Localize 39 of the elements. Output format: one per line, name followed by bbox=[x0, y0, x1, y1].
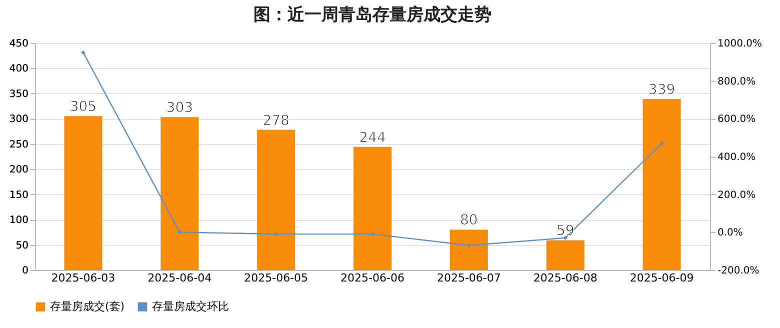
y2-tick-label: 800.0% bbox=[718, 76, 756, 88]
y-tick-label: 50 bbox=[16, 240, 28, 252]
y2-tick-label: 400.0% bbox=[718, 152, 756, 163]
y-tick-label: 100 bbox=[9, 215, 28, 226]
x-tick-label: 2025-06-05 bbox=[244, 272, 308, 284]
y-tick-label: 250 bbox=[9, 139, 28, 150]
y2-tick-label: 600.0% bbox=[718, 114, 756, 126]
y2-tick-label: -200.0% bbox=[718, 266, 760, 276]
legend-label: 存量房成交环比 bbox=[152, 300, 229, 313]
data-label: 244 bbox=[359, 130, 386, 146]
y-tick-label: 300 bbox=[9, 114, 28, 126]
y2-tick-label: 200.0% bbox=[718, 190, 756, 201]
legend-label: 存量房成交(套) bbox=[50, 300, 125, 313]
x-tick-label: 2025-06-08 bbox=[533, 272, 598, 284]
x-tick-label: 2025-06-09 bbox=[630, 272, 694, 284]
point bbox=[563, 236, 568, 240]
point bbox=[466, 243, 472, 248]
bar bbox=[64, 116, 102, 270]
x-tick-label: 2025-06-03 bbox=[51, 272, 116, 284]
point bbox=[660, 141, 664, 146]
bar bbox=[642, 98, 681, 270]
bar bbox=[160, 117, 199, 270]
y-tick-label: 0 bbox=[22, 266, 28, 276]
y-tick-label: 450 bbox=[9, 38, 28, 50]
x-tick-label: 2025-06-04 bbox=[148, 272, 212, 284]
x-tick-label: 2025-06-06 bbox=[340, 272, 404, 284]
chart-title: 图：近一周青岛存量房成交走势 bbox=[254, 5, 492, 25]
bar bbox=[257, 130, 296, 270]
y2-tick-label: 1000.0% bbox=[718, 38, 762, 50]
y-tick-label: 400 bbox=[9, 64, 28, 75]
y2-tick-label: 0.0% bbox=[718, 228, 743, 239]
bar bbox=[450, 230, 488, 270]
point bbox=[178, 230, 182, 234]
y-tick-label: 350 bbox=[9, 88, 28, 100]
bar bbox=[354, 146, 392, 270]
y-tick-label: 200 bbox=[9, 164, 28, 176]
x-tick-label: 2025-06-07 bbox=[436, 272, 501, 284]
bar bbox=[546, 240, 584, 270]
y-tick-label: 150 bbox=[9, 190, 28, 201]
